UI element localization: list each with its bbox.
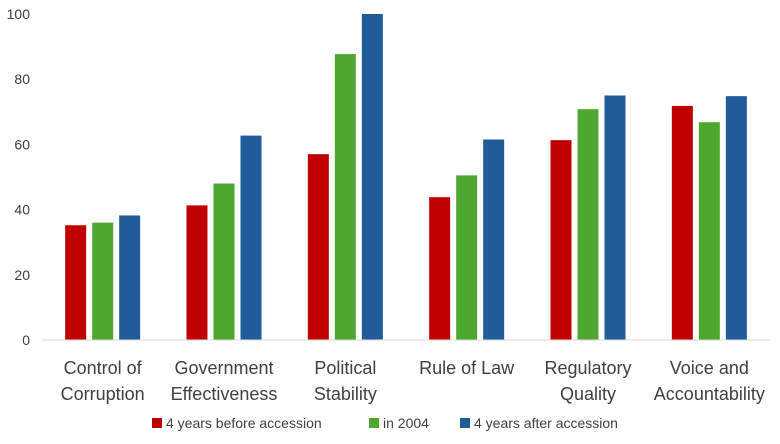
y-tick-label: 20 xyxy=(14,267,30,283)
x-category-label: Rule of Law xyxy=(419,358,515,378)
bar xyxy=(92,222,114,340)
x-category-label: Regulatory xyxy=(544,358,631,378)
bar xyxy=(456,175,478,340)
legend-swatch xyxy=(460,418,470,428)
legend: 4 years before accession in 2004 4 years a… xyxy=(152,415,618,431)
x-category-label: Political xyxy=(314,358,376,378)
x-axis-labels: Control of Corruption Government Effectiven… xyxy=(61,358,765,404)
x-category-label: Effectiveness xyxy=(171,384,278,404)
bar xyxy=(213,183,235,340)
bar xyxy=(577,109,599,340)
x-category-label: Quality xyxy=(560,384,616,404)
bar xyxy=(483,139,505,340)
bar xyxy=(186,205,208,340)
y-tick-label: 0 xyxy=(22,332,30,348)
legend-label: 4 years after accession xyxy=(474,415,618,431)
legend-label: 4 years before accession xyxy=(166,415,322,431)
bar xyxy=(240,135,262,340)
bars xyxy=(65,14,747,341)
x-category-label: Stability xyxy=(314,384,377,404)
bar xyxy=(361,14,383,340)
bar xyxy=(119,215,141,340)
x-category-label: Accountability xyxy=(654,384,765,404)
bar xyxy=(550,140,572,340)
bar xyxy=(429,197,451,340)
bar xyxy=(604,95,626,340)
x-category-label: Corruption xyxy=(61,384,145,404)
legend-swatch xyxy=(152,418,162,428)
y-tick-label: 40 xyxy=(14,202,30,218)
x-category-label: Voice and xyxy=(670,358,749,378)
bar xyxy=(698,122,720,341)
bar xyxy=(671,105,693,340)
x-category-label: Control of xyxy=(64,358,143,378)
y-tick-label: 80 xyxy=(14,71,30,87)
bar xyxy=(725,96,747,340)
bar xyxy=(334,54,356,341)
y-tick-label: 100 xyxy=(7,6,31,22)
y-axis: 0 20 40 60 80 100 xyxy=(7,6,31,348)
y-tick-label: 60 xyxy=(14,136,30,152)
bar xyxy=(65,225,87,340)
legend-swatch xyxy=(369,418,379,428)
legend-label: in 2004 xyxy=(383,415,429,431)
bar xyxy=(307,154,329,340)
x-category-label: Government xyxy=(174,358,273,378)
